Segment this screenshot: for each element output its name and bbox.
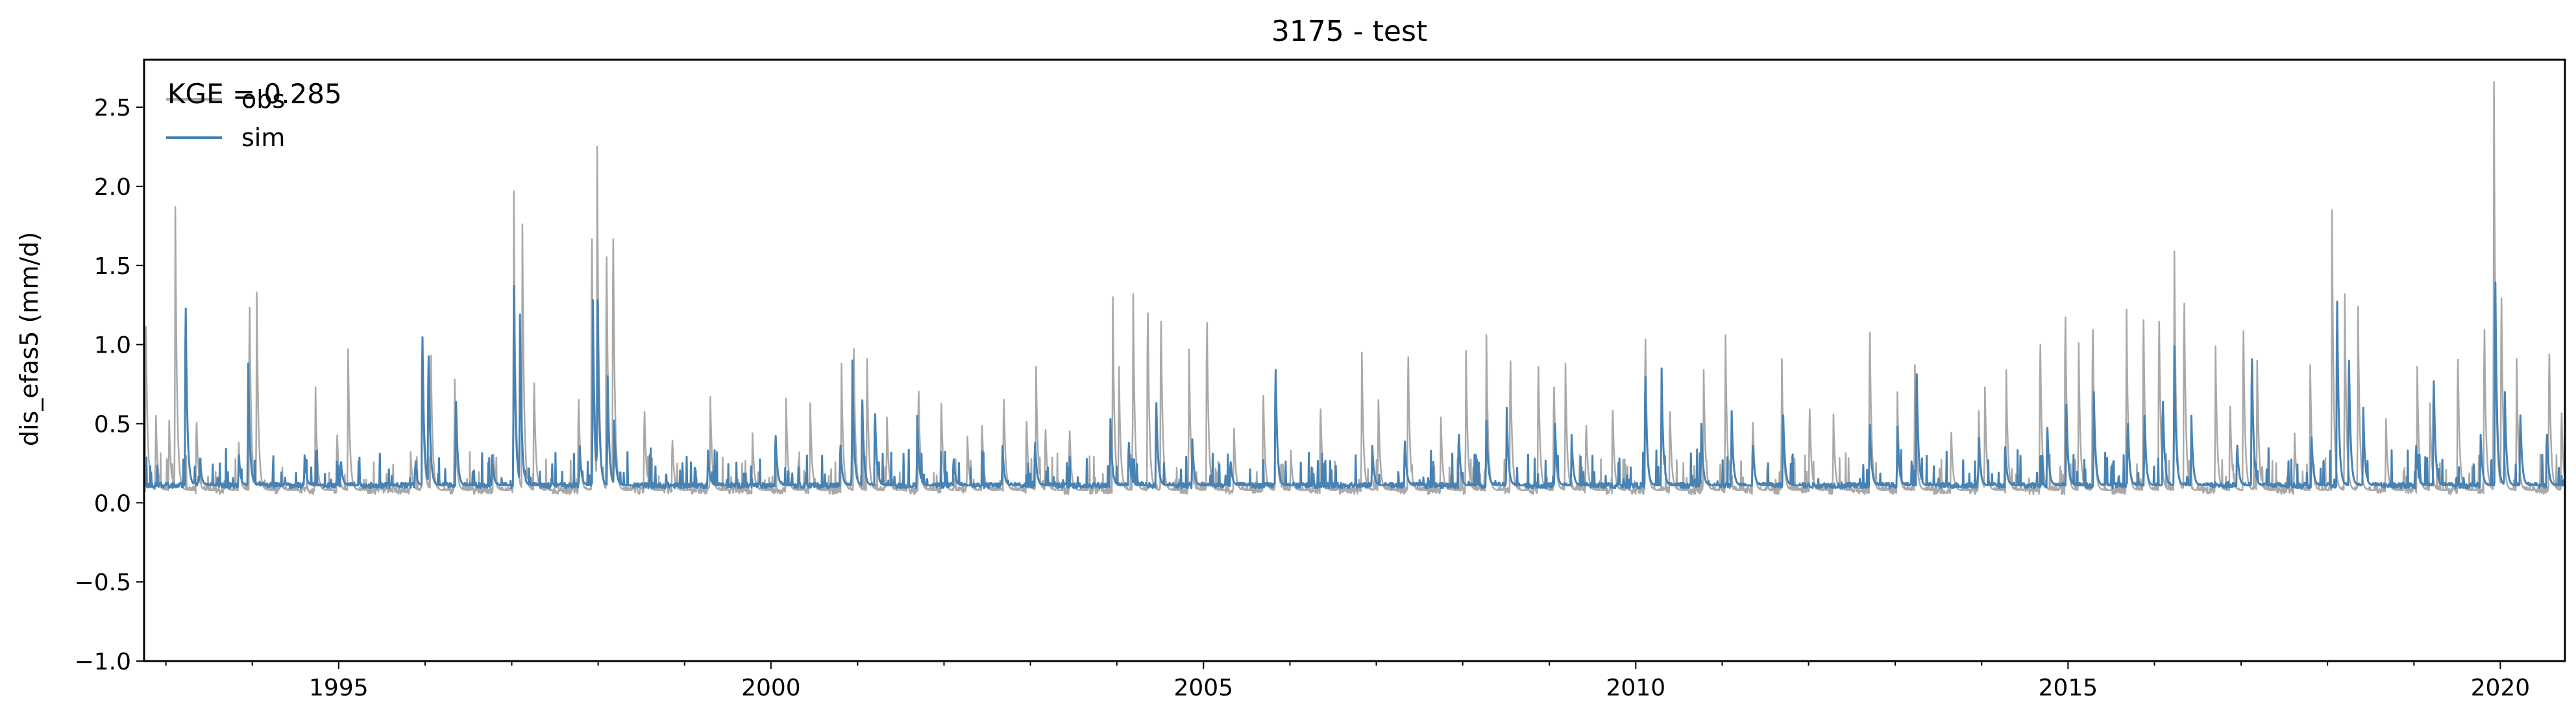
y-tick-label: 2.0 xyxy=(94,174,131,201)
y-axis-label: dis_efas5 (mm/d) xyxy=(15,232,43,446)
kge-annotation: KGE = 0.285 xyxy=(167,78,342,110)
legend: obs sim xyxy=(166,85,285,152)
legend-obs-label: obs xyxy=(241,85,285,114)
x-tick-label: 2015 xyxy=(2039,675,2098,701)
y-tick-label: 1.5 xyxy=(94,253,131,280)
x-tick-label: 2005 xyxy=(1173,675,1233,701)
y-tick-label: 0.5 xyxy=(94,411,131,438)
plot-frame xyxy=(143,58,2566,662)
y-tick-label: 0.0 xyxy=(94,490,131,517)
y-tick-label: −1.0 xyxy=(75,649,131,675)
legend-sim-label: sim xyxy=(241,123,285,152)
x-tick-label: 2000 xyxy=(741,675,801,701)
series-lines xyxy=(143,81,2566,495)
x-tick-label: 2010 xyxy=(1606,675,1666,701)
series-line-sim xyxy=(143,281,2566,490)
x-tick-label: 1995 xyxy=(309,675,369,701)
x-tick-label: 2020 xyxy=(2471,675,2531,701)
chart-title: 3175 - test xyxy=(1271,15,1427,48)
axis-ticks: −1.0 −0.5 0.0 0.5 1.0 1.5 2.0 2.5 1995 2000 2005 20… xyxy=(75,95,2531,701)
y-tick-label: −0.5 xyxy=(75,570,131,596)
y-tick-label: 1.0 xyxy=(94,332,131,359)
y-tick-label: 2.5 xyxy=(94,95,131,121)
